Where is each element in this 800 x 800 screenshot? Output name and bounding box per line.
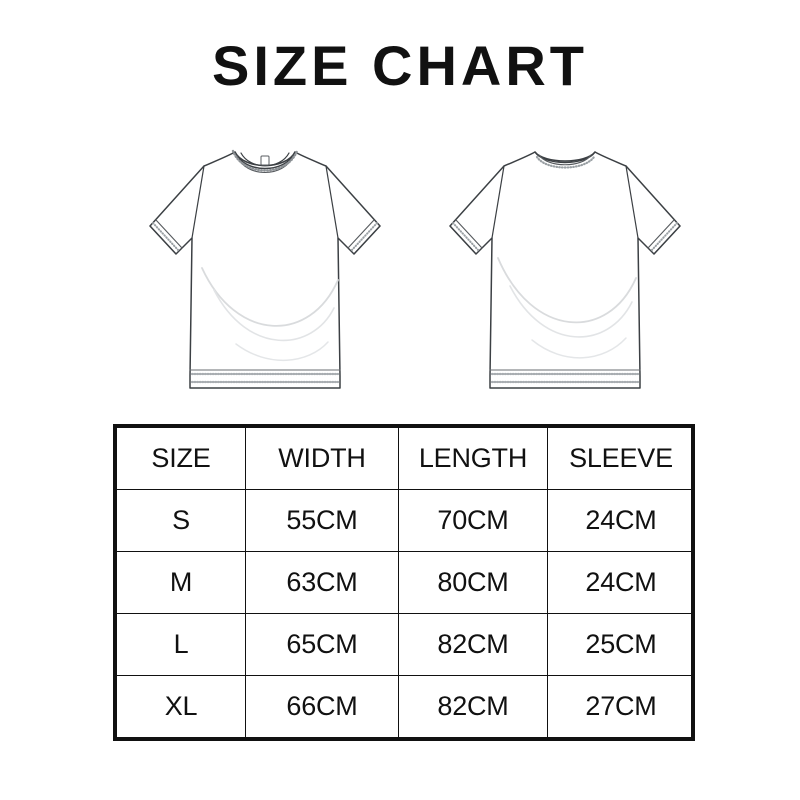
cell-width-m: 63CM [245, 550, 399, 615]
cell-sleeve-m: 24CM [547, 550, 694, 615]
page-title: SIZE CHART [212, 34, 588, 97]
cell-length-s: 70CM [398, 488, 548, 552]
tshirt-back-illustration [440, 130, 690, 410]
size-chart-table: SIZE WIDTH LENGTH SLEEVE S 55CM 70CM 24C… [113, 424, 695, 741]
cell-length-xl: 82CM [398, 675, 548, 737]
header-width: WIDTH [245, 428, 399, 490]
cell-length-l: 82CM [398, 613, 548, 677]
cell-sleeve-l: 25CM [547, 613, 694, 677]
header-size: SIZE [117, 428, 246, 490]
tshirt-front-illustration [140, 130, 390, 410]
cell-length-m: 80CM [398, 550, 548, 615]
table-header-row: SIZE WIDTH LENGTH SLEEVE [117, 428, 694, 490]
table-row: XL 66CM 82CM 27CM [117, 675, 694, 737]
cell-size-l: L [117, 613, 246, 677]
header-sleeve: SLEEVE [547, 428, 694, 490]
cell-width-xl: 66CM [245, 675, 399, 737]
garment-illustrations [0, 130, 800, 410]
header-length: LENGTH [398, 428, 548, 490]
table-row: L 65CM 82CM 25CM [117, 613, 694, 677]
cell-sleeve-s: 24CM [547, 488, 694, 552]
cell-size-m: M [117, 550, 246, 615]
cell-size-s: S [117, 488, 246, 552]
cell-sleeve-xl: 27CM [547, 675, 694, 737]
table-row: S 55CM 70CM 24CM [117, 488, 694, 552]
cell-width-l: 65CM [245, 613, 399, 677]
cell-size-xl: XL [117, 675, 246, 737]
table-row: M 63CM 80CM 24CM [117, 550, 694, 615]
cell-width-s: 55CM [245, 488, 399, 552]
